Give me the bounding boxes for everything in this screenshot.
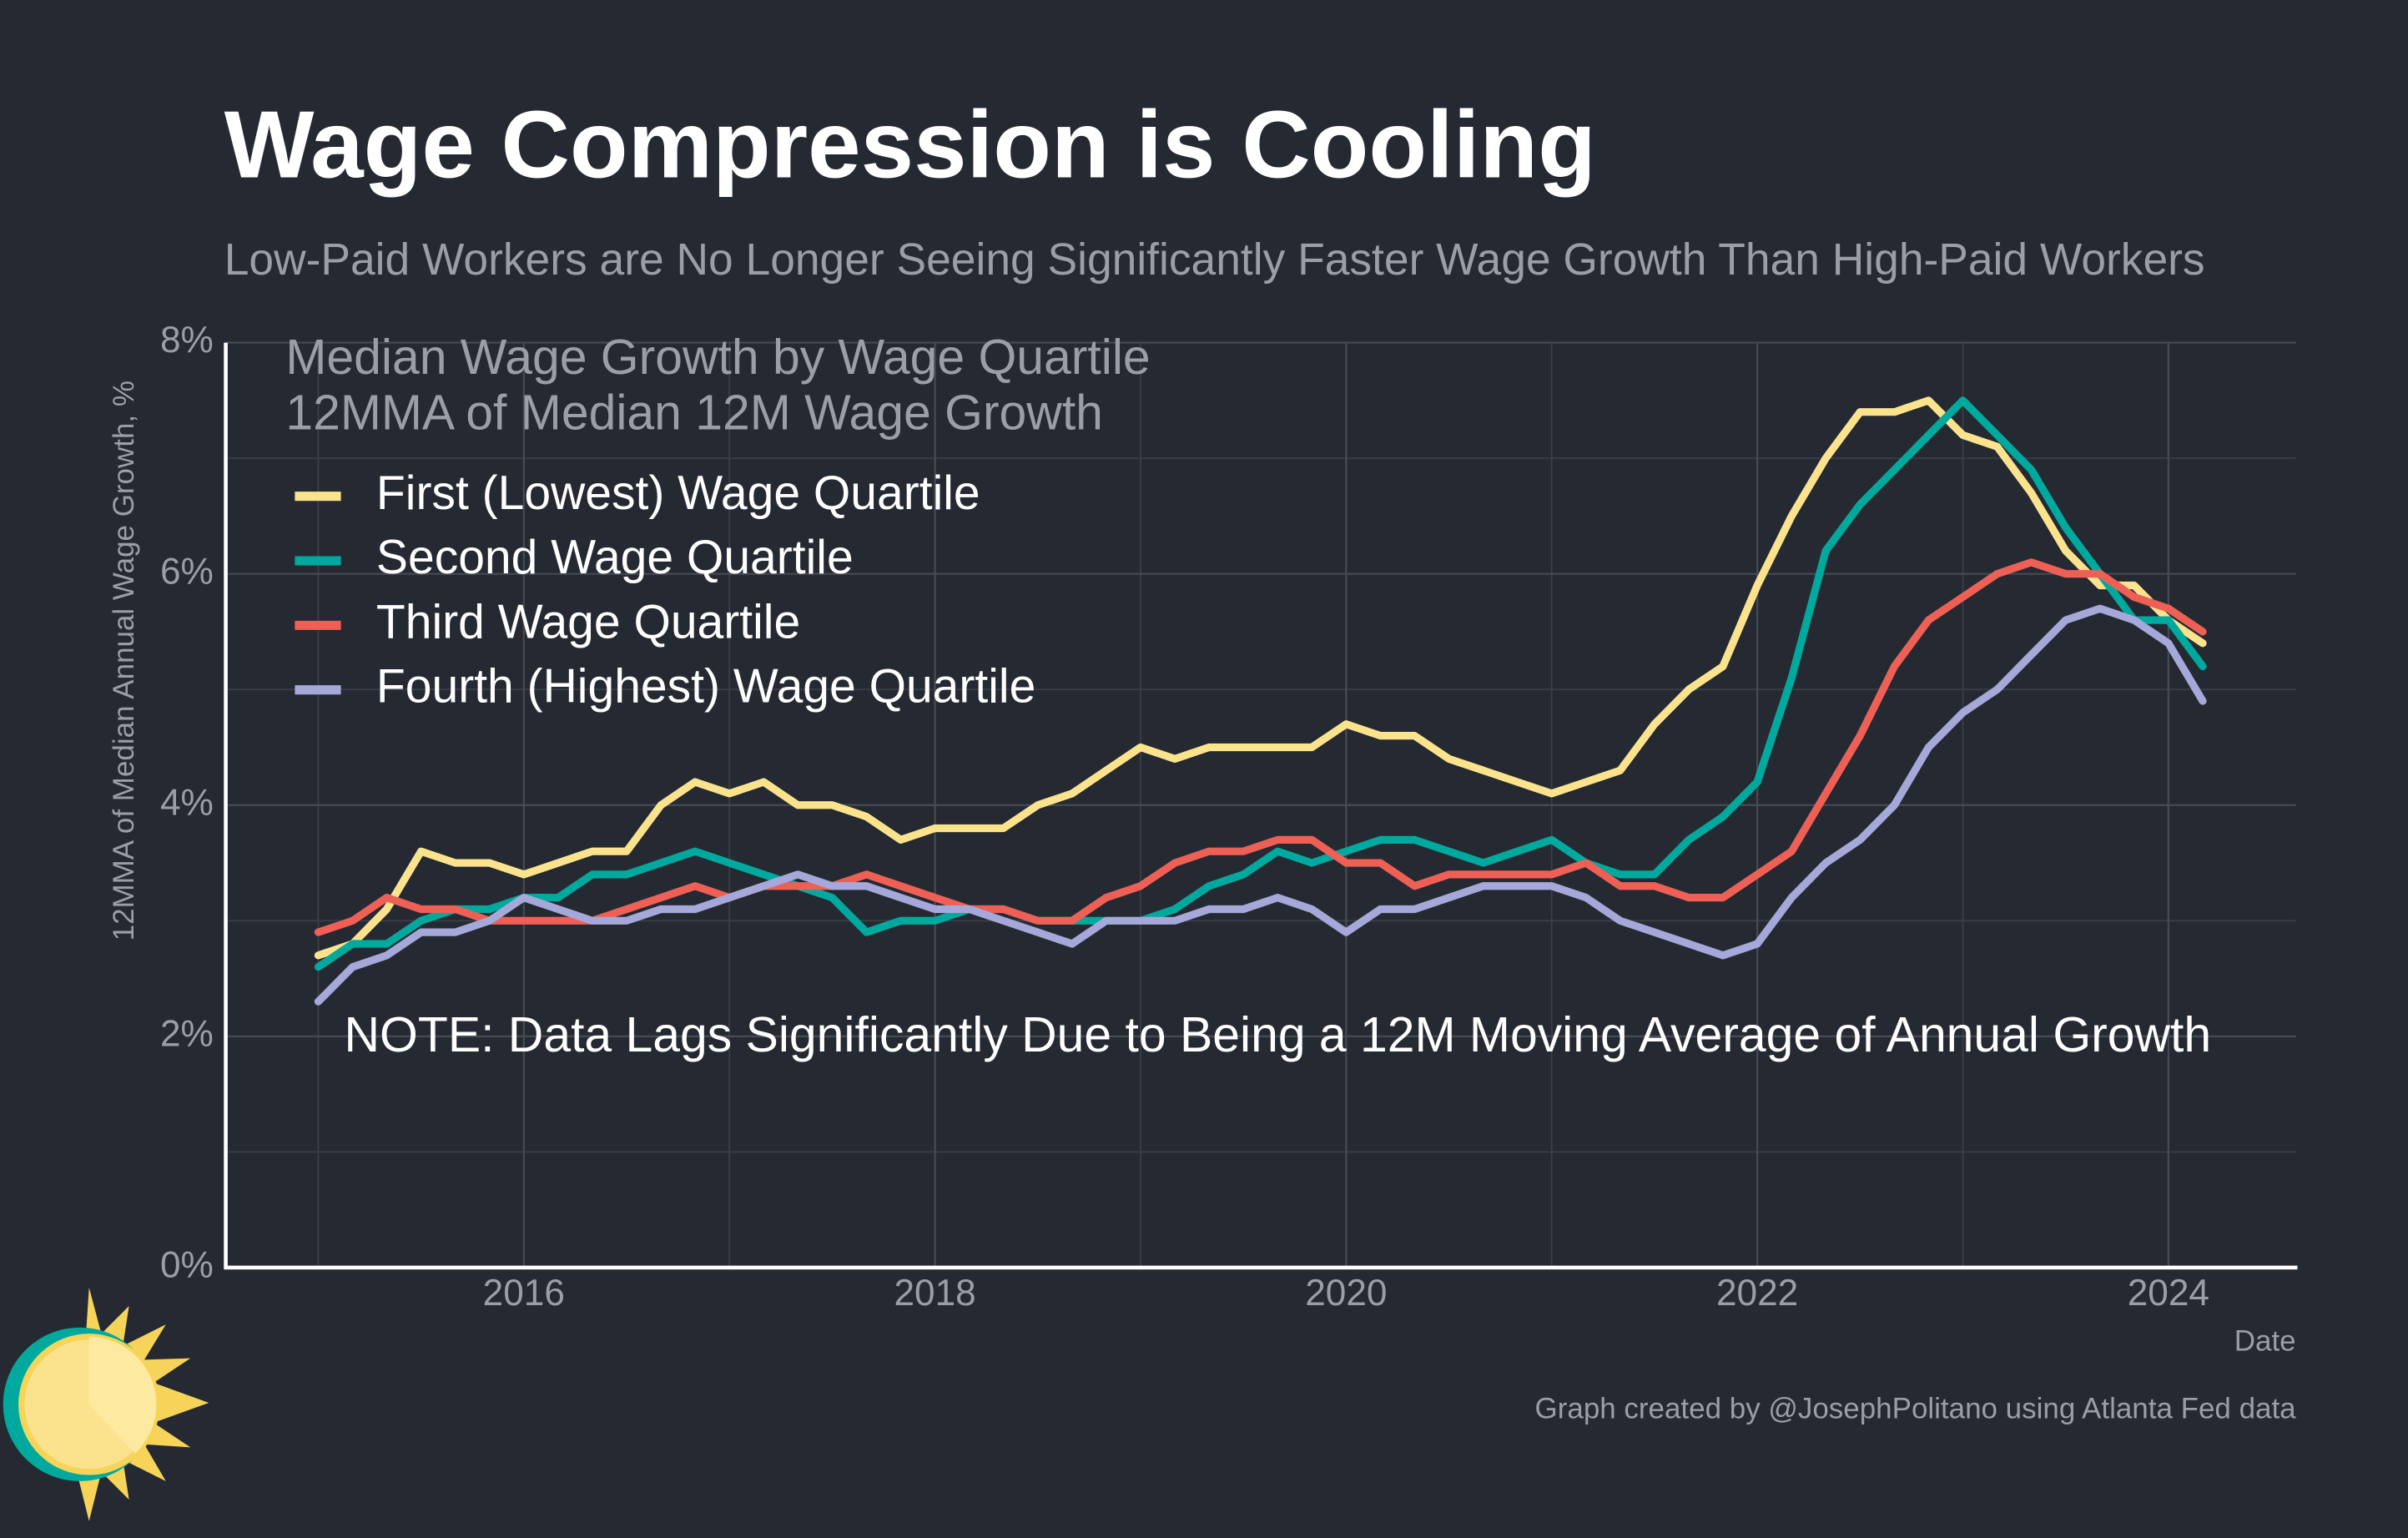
annotation-title: Median Wage Growth by Wage Quartile (285, 330, 1150, 385)
x-tick-label: 2020 (1305, 1273, 1387, 1314)
plot (314, 396, 2207, 1006)
legend: First (Lowest) Wage Quartile Second Wage … (295, 466, 1035, 714)
y-axis-label: 12MMA of Median Annual Wage Growth, % (108, 381, 140, 940)
x-tick-label: 2024 (2128, 1273, 2209, 1314)
series-line (314, 396, 2207, 960)
y-tick-label: 0% (160, 1245, 214, 1286)
series-line (314, 604, 2207, 1006)
y-tick-label: 2% (160, 1014, 214, 1055)
x-tick-label: 2018 (894, 1273, 975, 1314)
legend-label: First (Lowest) Wage Quartile (376, 466, 980, 520)
caption: Graph created by @JosephPolitano using A… (1535, 1392, 2297, 1425)
note: NOTE: Data Lags Significantly Due to Bei… (345, 1008, 2212, 1062)
annotation-title: 12MMA of Median 12M Wage Growth (285, 386, 1103, 441)
legend-label: Fourth (Highest) Wage Quartile (376, 660, 1035, 714)
series-line (314, 558, 2207, 936)
x-axis-label: Date (2234, 1324, 2296, 1357)
legend-label: Second Wage Quartile (376, 531, 854, 584)
y-tick-label: 6% (160, 551, 214, 592)
logo (3, 1287, 209, 1521)
series-line (314, 396, 2207, 971)
y-tick-label: 8% (160, 320, 214, 361)
x-tick-label: 2022 (1716, 1273, 1798, 1314)
legend-label: Third Wage Quartile (376, 595, 800, 648)
chart-subtitle: Low-Paid Workers are No Longer Seeing Si… (224, 235, 2205, 285)
x-tick-label: 2016 (483, 1273, 565, 1314)
y-tick-label: 4% (160, 782, 214, 823)
chart-title: Wage Compression is Cooling (224, 92, 1596, 198)
